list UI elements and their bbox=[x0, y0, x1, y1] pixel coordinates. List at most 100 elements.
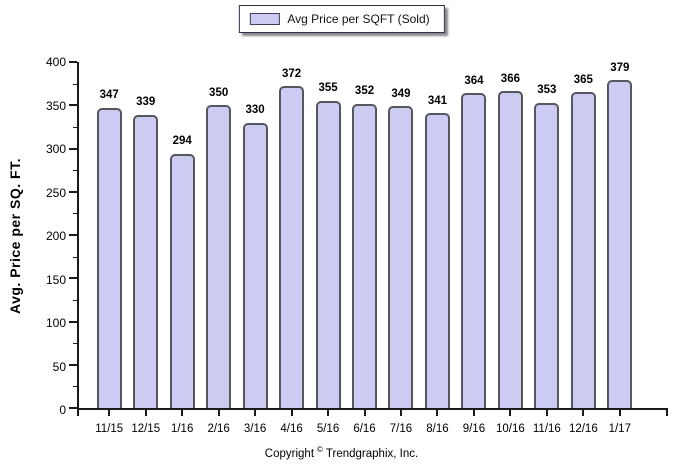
bar-value-label: 366 bbox=[500, 72, 520, 85]
x-tick-label: 4/16 bbox=[280, 422, 303, 435]
x-tick bbox=[618, 410, 621, 416]
bar bbox=[96, 107, 122, 408]
bar bbox=[352, 103, 378, 408]
y-minor-tick bbox=[73, 213, 77, 215]
y-major-tick bbox=[69, 407, 77, 409]
bar bbox=[497, 91, 523, 408]
x-tick-label: 12/16 bbox=[568, 422, 598, 435]
y-major-tick bbox=[69, 147, 77, 150]
legend: Avg Price per SQFT (Sold) bbox=[238, 5, 445, 33]
bar bbox=[315, 100, 341, 408]
x-tick bbox=[472, 410, 475, 416]
bar-value-label: 341 bbox=[427, 94, 448, 107]
bar bbox=[424, 113, 450, 408]
y-major-tick bbox=[69, 320, 77, 323]
x-tick bbox=[217, 410, 220, 416]
plot-area: 347 11/15 339 12/15 294 1/16 350 2/16 330 3/16 372… bbox=[69, 61, 668, 434]
bar-value-label: 355 bbox=[318, 82, 338, 95]
bar-value-label: 349 bbox=[391, 87, 411, 100]
bar-slot: 365 12/16 bbox=[565, 62, 601, 434]
bar-value-label: 294 bbox=[172, 135, 192, 148]
bar-value-label: 379 bbox=[610, 61, 630, 74]
x-tick bbox=[108, 410, 111, 416]
bar bbox=[607, 80, 633, 408]
bar-value-label: 339 bbox=[136, 96, 156, 109]
x-tick bbox=[363, 410, 366, 416]
y-minor-tick bbox=[73, 343, 77, 345]
axis-end-tick-right bbox=[666, 410, 668, 416]
bar-slot: 350 2/16 bbox=[200, 62, 236, 434]
x-tick-label: 11/16 bbox=[532, 422, 561, 435]
x-tick bbox=[254, 410, 257, 416]
bar-slot: 366 10/16 bbox=[492, 62, 528, 434]
bar-slot: 341 8/16 bbox=[419, 62, 455, 434]
bar-slot: 347 11/15 bbox=[91, 62, 127, 434]
copyright-prefix: Copyright bbox=[264, 448, 315, 460]
bar bbox=[534, 102, 560, 408]
bar bbox=[133, 114, 159, 408]
bar bbox=[169, 153, 195, 408]
bar-value-label: 350 bbox=[209, 86, 229, 99]
y-major-tick bbox=[69, 363, 77, 366]
x-tick-label: 11/15 bbox=[95, 422, 124, 435]
bar-slot: 372 4/16 bbox=[273, 62, 309, 434]
y-tick-label: 300 bbox=[45, 142, 66, 156]
bar bbox=[206, 105, 232, 408]
bar-value-label: 365 bbox=[573, 73, 593, 86]
y-axis-tick-labels: 0 50 100 150 200 250 300 350 400 bbox=[20, 56, 66, 416]
x-tick bbox=[181, 410, 184, 416]
x-tick-label: 3/16 bbox=[243, 422, 267, 435]
y-tick-label: 350 bbox=[45, 98, 66, 113]
y-tick-label: 50 bbox=[52, 359, 66, 374]
bar-value-label: 330 bbox=[245, 104, 265, 117]
bar-slot: 352 6/16 bbox=[346, 62, 382, 434]
x-tick-label: 8/16 bbox=[426, 422, 449, 435]
y-minor-tick bbox=[73, 256, 77, 258]
bar-value-label: 372 bbox=[281, 67, 302, 80]
bar-value-label: 352 bbox=[354, 85, 375, 98]
axis-origin-tick bbox=[77, 410, 79, 416]
legend-label: Avg Price per SQFT (Sold) bbox=[287, 12, 430, 26]
bar-slot: 339 12/15 bbox=[127, 62, 163, 434]
bar bbox=[279, 86, 305, 408]
x-tick bbox=[545, 410, 548, 416]
bar-slot: 355 5/16 bbox=[310, 62, 346, 434]
bar-slot: 349 7/16 bbox=[383, 62, 419, 434]
x-tick bbox=[327, 410, 330, 416]
x-tick-label: 6/16 bbox=[353, 422, 376, 435]
y-minor-tick bbox=[73, 83, 77, 85]
x-tick-label: 5/16 bbox=[316, 422, 340, 435]
bar bbox=[242, 122, 268, 408]
x-tick bbox=[399, 410, 402, 416]
y-major-tick bbox=[69, 104, 77, 107]
y-tick-label: 0 bbox=[59, 403, 66, 417]
x-tick-label: 2/16 bbox=[207, 422, 230, 435]
bar bbox=[461, 93, 487, 408]
y-minor-tick bbox=[73, 386, 77, 388]
bar-slot: 294 1/16 bbox=[164, 62, 200, 434]
bar bbox=[388, 106, 414, 408]
bar-value-label: 347 bbox=[99, 89, 119, 102]
copyright-footer: Copyright © Trendgraphix, Inc. bbox=[0, 445, 683, 460]
copyright-company: Trendgraphix, Inc. bbox=[325, 448, 419, 460]
bars-container: 347 11/15 339 12/15 294 1/16 350 2/16 330 3/16 372… bbox=[79, 61, 668, 434]
x-tick bbox=[509, 410, 512, 416]
x-tick-label: 12/15 bbox=[131, 422, 161, 435]
legend-swatch-icon bbox=[249, 13, 280, 25]
x-tick-label: 10/16 bbox=[496, 422, 525, 435]
bar-value-label: 353 bbox=[537, 84, 557, 97]
y-tick-label: 400 bbox=[45, 55, 66, 69]
x-tick bbox=[144, 410, 147, 416]
bar-slot: 379 1/17 bbox=[602, 61, 638, 434]
bar-slot: 364 9/16 bbox=[456, 62, 492, 434]
bar-slot: 353 11/16 bbox=[529, 62, 565, 434]
copyright-symbol: © bbox=[317, 445, 323, 455]
y-major-tick bbox=[69, 61, 77, 63]
y-major-tick bbox=[69, 190, 77, 193]
y-tick-label: 250 bbox=[45, 185, 66, 200]
y-major-tick bbox=[69, 277, 77, 280]
x-tick-label: 7/16 bbox=[389, 422, 413, 435]
x-tick-label: 1/17 bbox=[608, 422, 631, 435]
y-tick-label: 100 bbox=[45, 316, 66, 330]
